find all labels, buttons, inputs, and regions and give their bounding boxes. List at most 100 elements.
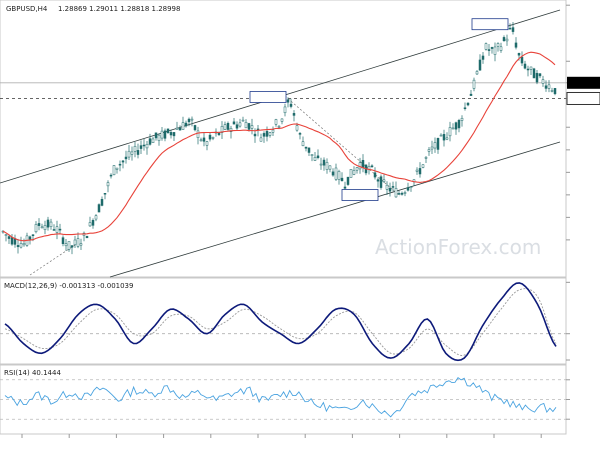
- candle-body: [301, 141, 305, 147]
- current-price-box: [567, 76, 600, 89]
- candle-body: [73, 239, 77, 246]
- candle-body: [97, 204, 101, 213]
- candle-body: [472, 79, 476, 89]
- candle-body: [313, 157, 317, 161]
- candle-body: [319, 163, 323, 166]
- candle-body: [172, 132, 176, 137]
- candle-body: [334, 167, 338, 180]
- candle-body: [103, 193, 107, 195]
- candle-body: [532, 68, 536, 79]
- candle-body: [502, 37, 506, 41]
- candle-body: [205, 141, 209, 146]
- candle-body: [187, 118, 191, 123]
- candle-body: [70, 245, 74, 248]
- candle-body: [133, 146, 137, 152]
- candle-body: [283, 106, 287, 114]
- candle-body: [481, 55, 485, 60]
- channel-diagonal-low: [29, 244, 76, 276]
- macd-title: MACD(12,26,9) -0.001313 -0.001039: [4, 282, 133, 290]
- candle-body: [127, 150, 131, 158]
- candle-body: [247, 123, 251, 130]
- candle-body: [136, 150, 140, 155]
- candle-body: [268, 132, 272, 136]
- candle-body: [235, 124, 239, 129]
- candle-body: [121, 160, 125, 163]
- candle-body: [310, 154, 314, 156]
- candle-body: [376, 179, 380, 182]
- candle-body: [331, 171, 335, 176]
- candle-body: [169, 132, 173, 136]
- candle-body: [49, 221, 53, 227]
- candle-body: [262, 133, 266, 137]
- candle-body: [139, 145, 143, 149]
- candle-body: [514, 42, 518, 48]
- candle-body: [88, 222, 92, 227]
- candle-body: [253, 133, 257, 137]
- candle-body: [439, 134, 443, 137]
- candle-body: [487, 49, 491, 51]
- candle-body: [265, 130, 269, 137]
- candle-body: [436, 137, 440, 150]
- candle-body: [160, 130, 164, 139]
- candle-body: [277, 125, 281, 128]
- candle-body: [94, 215, 98, 220]
- candle-body: [115, 167, 119, 170]
- candle-body: [22, 243, 26, 246]
- candle-body: [538, 73, 542, 77]
- candle-body: [34, 224, 38, 233]
- candle-body: [211, 137, 215, 139]
- candle-body: [430, 146, 434, 150]
- candle-body: [484, 43, 488, 50]
- candle-body: [346, 176, 350, 185]
- candle-body: [478, 59, 482, 71]
- candle-body: [388, 187, 392, 192]
- candle-body: [52, 229, 56, 231]
- candle-body: [544, 85, 548, 89]
- candle-body: [553, 88, 557, 95]
- candle-body: [163, 130, 167, 139]
- candle-body: [529, 66, 533, 70]
- candle-body: [229, 128, 233, 133]
- candle-body: [157, 134, 161, 141]
- rsi-title: RSI(14) 40.1444: [4, 369, 61, 377]
- candle-body: [409, 186, 413, 189]
- candle-body: [46, 219, 50, 228]
- moving-average-line: [2, 51, 556, 242]
- price-label-box: [249, 91, 287, 103]
- candle-body: [196, 130, 200, 138]
- candle-body: [499, 46, 503, 51]
- candle-body: [340, 177, 344, 182]
- price-label-box: [341, 189, 379, 201]
- candle-body: [457, 120, 461, 129]
- candle-body: [400, 192, 404, 195]
- candle-body: [55, 226, 59, 233]
- candle-body: [106, 182, 110, 187]
- candle-body: [154, 132, 158, 139]
- candle-body: [124, 156, 128, 160]
- candle-body: [469, 93, 473, 96]
- candle-body: [232, 121, 236, 125]
- candle-body: [382, 179, 386, 182]
- candle-body: [421, 164, 425, 168]
- candle-body: [199, 139, 203, 142]
- candle-body: [151, 138, 155, 143]
- candle-body: [19, 243, 23, 248]
- candle-body: [442, 134, 446, 141]
- candle-body: [466, 102, 470, 106]
- symbol-label: GBPUSD,H4: [6, 5, 48, 13]
- candle-body: [241, 119, 245, 122]
- candle-body: [223, 124, 227, 130]
- candle-body: [238, 122, 242, 127]
- candle-body: [208, 134, 212, 140]
- candle-body: [337, 171, 341, 180]
- candle-body: [526, 68, 530, 71]
- candle-body: [58, 228, 62, 231]
- candle-body: [490, 47, 494, 49]
- candle-body: [403, 192, 407, 194]
- ohlc-values: 1.28869 1.29011 1.28818 1.28998: [58, 5, 180, 13]
- candle-body: [43, 225, 47, 230]
- candle-body: [250, 125, 254, 129]
- candle-body: [550, 90, 554, 92]
- candle-body: [445, 137, 449, 140]
